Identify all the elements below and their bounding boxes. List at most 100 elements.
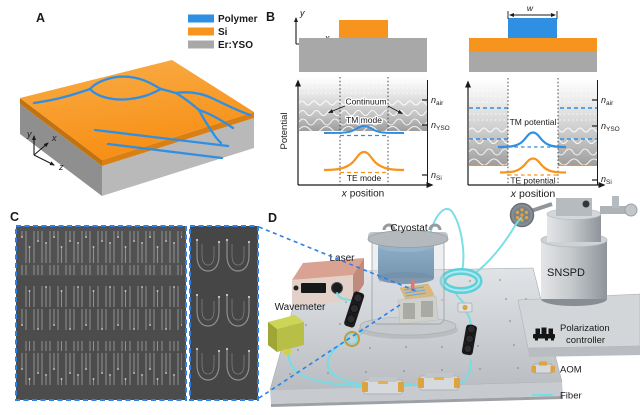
continuum-arrows [328,105,403,114]
legend-polarization-line1: Polarization [560,323,610,334]
micrograph-left-border [15,225,187,401]
polarization-paddles-2 [461,324,477,356]
continuum-label: Continuum [345,97,386,107]
snspd-label: SNSPD [547,267,585,279]
potential-axis-label: Potential [279,113,290,150]
chip-3d [20,60,254,196]
fiber-coupler [457,302,473,313]
micrograph-left [15,225,187,401]
chip-mount-pin [411,279,415,291]
cladding-band-left [469,78,508,166]
axis-z-label-a: z [58,162,64,172]
continuum-waves-left [299,82,427,132]
panel-d-label: D [268,211,277,225]
snspd-side-arm [600,206,628,214]
panel-b: B y x w [266,3,620,200]
polymer-waveguides [32,75,252,160]
eryso-left-face [20,104,102,196]
axis-y-label-b: y [299,8,305,18]
tm-mode-label: TM mode [346,115,382,125]
te-mode-label: TE mode [347,173,382,183]
polarization-paddles-1 [344,291,365,328]
fiber-spool [439,268,483,294]
aom-1 [362,377,404,395]
tm-mode-curve [323,124,405,134]
lid-handle-left [382,223,396,231]
cryostat-lid [367,230,449,248]
n-yso-label-left: nYSO [431,120,450,132]
cladding-band-right [558,78,597,166]
yso-slab-right [469,52,597,72]
polarization-controller-icon [533,327,555,341]
panel-c: C [10,210,259,401]
yso-slab-left [299,38,427,72]
panel-c-label: C [10,210,19,224]
legend-polarization-line2: controller [566,335,605,346]
panel-a: A Polymer [20,11,258,196]
axis-x-label-a: x [51,133,57,143]
width-marker [507,11,558,19]
legend-si-label: Si [218,27,228,38]
legend-fiber-label: Fiber [560,391,582,402]
n-air-label-left: nair [431,95,444,107]
waveguide-array-band-2 [20,286,182,330]
x-position-label-left: x position [341,189,384,200]
fiber-loop-holder [344,331,360,347]
si-layer [469,38,597,52]
laser-knob [331,282,343,294]
laser-display [301,283,326,293]
potential-plot-left: Continuum TM mode TE mode Potential x pos… [279,77,450,200]
panel-d-legend: Polarization controller AOM Fiber [531,323,610,402]
si-edge-left [20,98,102,166]
laser-label: Laser [329,253,355,264]
cryostat-shell [371,237,445,325]
wavemeter-label: Wavemeter [275,302,326,313]
polymer-ridge [508,18,557,38]
potential-plot-right: TM potential TE potential x position nair… [465,78,620,200]
polymer-swatch [188,14,214,23]
panel-a-label: A [36,11,45,25]
cross-section-left [299,20,427,72]
aom-icon [531,361,555,374]
n-si-label-right: nSi [601,174,612,186]
ridge-edge-guides-left [339,77,389,185]
snspd-flange [624,203,638,217]
laser [292,258,364,306]
te-mode-curve [323,150,405,172]
panel-b-label: B [266,10,275,24]
panel-a-axes [32,135,55,166]
cross-section-right: w [469,3,597,72]
tm-potential-curve [497,131,567,149]
width-label: w [527,3,534,13]
panel-a-legend: Polymer Si Er:YSO [188,14,258,51]
te-potential-label: TE potential [510,176,555,186]
te-potential-curve [499,157,567,174]
tm-potential-label: TM potential [510,117,557,127]
axis-y-label-a: y [26,129,32,139]
wavemeter [268,315,304,355]
ridge-edge-guides-right [507,78,559,185]
legend-eryso-label: Er:YSO [218,40,253,51]
si-swatch [188,27,214,36]
eryso-swatch [188,40,214,49]
waveguide-array-band-3 [20,341,182,385]
panel-d: D [258,196,640,407]
micrograph-right-border [189,225,259,401]
si-top-face [20,60,254,160]
sample-stage [397,295,439,325]
plot-axes-right [465,80,606,188]
si-ridge [339,20,388,38]
snspd-platform-edge [528,346,640,357]
waveguide-array-band-1 [20,231,182,275]
zoom-callout-lines [258,226,417,399]
n-si-label-left: nSi [431,170,442,182]
lid-handle-right [428,223,442,231]
micrograph-right [189,225,259,401]
fiber-connector [509,202,535,228]
snspd: SNSPD [509,196,638,306]
cryostat-label: Cryostat [390,223,427,234]
legend-polymer-label: Polymer [218,14,258,25]
connector-bracket [530,202,553,213]
